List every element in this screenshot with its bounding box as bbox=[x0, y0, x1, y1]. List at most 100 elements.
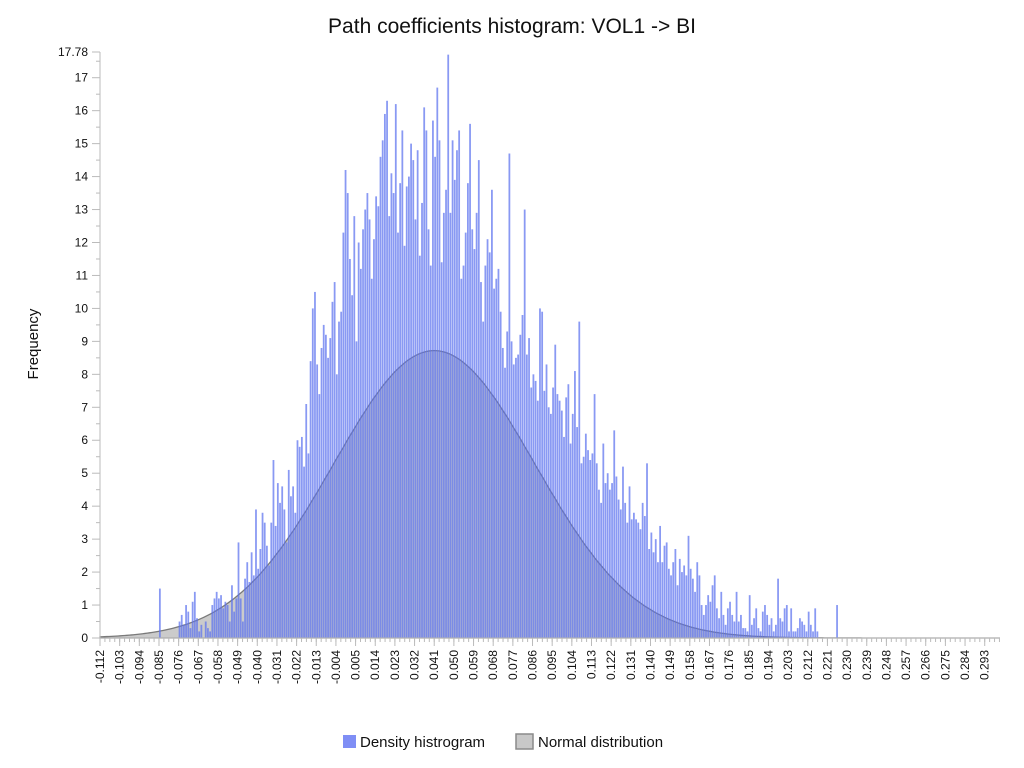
histogram-bar bbox=[246, 562, 249, 638]
histogram-bar bbox=[742, 628, 745, 638]
x-tick-label: 0.050 bbox=[447, 650, 461, 680]
histogram-bar bbox=[672, 562, 675, 638]
histogram-bar bbox=[556, 394, 559, 638]
histogram-bar bbox=[322, 324, 325, 638]
histogram-bar bbox=[799, 618, 801, 638]
histogram-bar bbox=[362, 229, 364, 638]
histogram-bar bbox=[386, 100, 388, 638]
histogram-bar bbox=[836, 605, 838, 638]
legend-label-normal: Normal distribution bbox=[538, 734, 663, 751]
histogram-bar bbox=[696, 562, 699, 638]
histogram-bar bbox=[600, 502, 603, 638]
x-tick-label: 0.203 bbox=[781, 650, 795, 680]
histogram-bar bbox=[283, 509, 286, 638]
histogram-bar bbox=[571, 413, 574, 638]
histogram-bar bbox=[705, 605, 707, 638]
histogram-bar bbox=[663, 545, 666, 638]
histogram-bar bbox=[558, 400, 561, 638]
histogram-bar bbox=[303, 466, 305, 638]
histogram-bar bbox=[408, 176, 410, 638]
x-tick-label: 0.014 bbox=[368, 650, 382, 680]
histogram-bar bbox=[191, 601, 194, 638]
histogram-bar bbox=[801, 621, 803, 638]
legend[interactable]: Density histrogram Normal distribution bbox=[343, 733, 663, 751]
histogram-bar bbox=[196, 618, 198, 638]
histogram-bar bbox=[582, 456, 585, 638]
histogram-bar bbox=[766, 614, 769, 638]
histogram-bar bbox=[272, 460, 275, 638]
histogram-bar bbox=[421, 202, 423, 638]
x-axis: -0.112 -0.103 -0.094 -0.085 -0.076 -0.067 -0.0… bbox=[93, 637, 1000, 684]
histogram-bar bbox=[233, 611, 236, 638]
histogram-bar bbox=[729, 601, 731, 638]
y-tick-label: 16 bbox=[75, 104, 89, 118]
histogram-bar bbox=[569, 443, 572, 638]
histogram-bar bbox=[812, 631, 814, 638]
histogram-bar bbox=[440, 262, 443, 638]
histogram-bar bbox=[316, 364, 319, 638]
histogram-bar bbox=[735, 591, 738, 638]
histogram-bar bbox=[650, 532, 653, 638]
histogram-bar bbox=[158, 588, 161, 638]
histogram-bar bbox=[587, 450, 589, 638]
histogram-bar bbox=[506, 331, 509, 638]
legend-label-density: Density histrogram bbox=[360, 734, 485, 751]
histogram-bar bbox=[252, 575, 255, 638]
x-tick-label: 0.149 bbox=[663, 650, 677, 680]
histogram-bar bbox=[740, 614, 742, 638]
histogram-bar bbox=[281, 486, 284, 638]
histogram-bar bbox=[552, 387, 554, 638]
histogram-bar bbox=[226, 605, 229, 638]
histogram-bar bbox=[464, 232, 467, 639]
histogram-bar bbox=[263, 522, 266, 638]
histogram-bar bbox=[342, 232, 345, 639]
histogram-bar bbox=[434, 156, 436, 638]
histogram-bar bbox=[619, 509, 622, 638]
histogram-bar bbox=[335, 374, 338, 638]
histogram-bar bbox=[814, 608, 817, 638]
x-tick-label: 0.113 bbox=[585, 650, 599, 679]
y-tick-label: 9 bbox=[81, 334, 88, 348]
x-tick-label: -0.067 bbox=[191, 650, 205, 684]
x-tick-label: 0.230 bbox=[840, 650, 854, 680]
histogram-bar bbox=[432, 120, 434, 639]
histogram-bar bbox=[517, 354, 520, 638]
histogram-bar bbox=[445, 189, 447, 638]
histogram-bar bbox=[689, 568, 692, 638]
histogram-bar bbox=[750, 624, 753, 638]
histogram-bar bbox=[785, 605, 788, 638]
histogram-bar bbox=[403, 245, 406, 639]
histogram-bars bbox=[158, 54, 838, 639]
histogram-bar bbox=[486, 239, 489, 638]
histogram-bar bbox=[519, 334, 522, 638]
histogram-bar bbox=[423, 107, 426, 639]
histogram-bar bbox=[530, 387, 533, 638]
histogram-bar bbox=[311, 308, 314, 638]
y-tick-label: 14 bbox=[75, 170, 89, 184]
histogram-bar bbox=[711, 585, 714, 638]
histogram-bar bbox=[576, 427, 578, 638]
histogram-bar bbox=[761, 611, 764, 638]
histogram-bar bbox=[633, 512, 635, 638]
y-tick-label: 8 bbox=[81, 367, 88, 381]
histogram-bar bbox=[340, 311, 343, 638]
histogram-bar bbox=[746, 631, 749, 638]
histogram-bar bbox=[543, 390, 546, 638]
histogram-bar bbox=[593, 394, 596, 638]
y-tick-label: 17.78 bbox=[58, 45, 88, 59]
histogram-bar bbox=[425, 130, 428, 638]
histogram-bar bbox=[657, 562, 659, 638]
histogram-bar bbox=[338, 321, 340, 638]
histogram-bar bbox=[298, 446, 301, 638]
histogram-bar bbox=[578, 321, 581, 638]
histogram-bar bbox=[757, 628, 760, 638]
x-tick-label: -0.013 bbox=[309, 650, 323, 684]
histogram-bar bbox=[807, 611, 810, 638]
histogram-bar bbox=[239, 598, 242, 638]
histogram-bar bbox=[724, 624, 727, 638]
histogram-bar bbox=[759, 631, 762, 638]
histogram-bar bbox=[646, 463, 648, 638]
histogram-bar bbox=[460, 278, 463, 638]
